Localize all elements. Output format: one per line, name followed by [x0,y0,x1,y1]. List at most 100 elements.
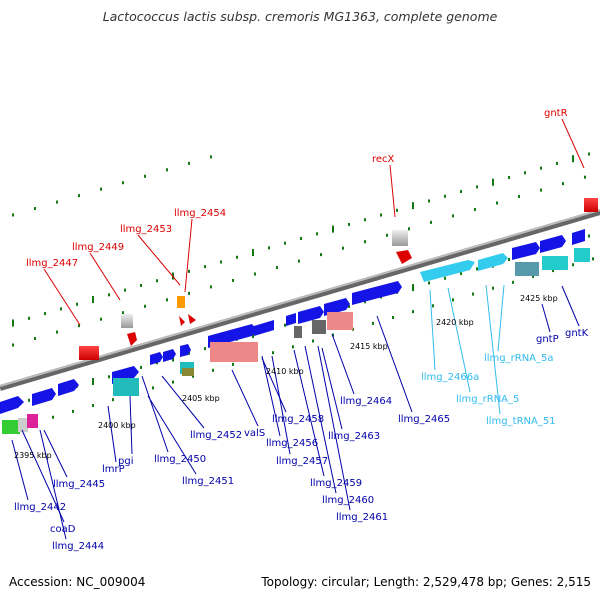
gene-box [312,320,326,334]
tick-mark [386,233,388,237]
gene-arrow [324,298,350,316]
gene-arrow [150,352,163,365]
gene-box [327,312,353,330]
tick-mark [492,178,494,186]
tick-mark [320,253,322,257]
tick-mark [472,292,474,296]
gene-arrow [352,281,402,305]
tick-mark [292,345,294,349]
tick-mark [392,316,394,320]
kbp-label: 2410 kbp [266,367,304,376]
tick-mark [512,280,514,284]
tick-mark [212,368,214,372]
tick-mark [284,241,286,245]
tick-mark [210,155,212,159]
leader-line [21,429,65,523]
gene-label: gntR [544,108,568,119]
tick-mark [412,284,414,292]
gene-box [294,326,302,338]
kbp-label: 2415 kbp [350,342,388,351]
gene-label: llmg_2449 [72,242,124,253]
tick-mark [372,321,374,325]
leader-line [429,289,436,371]
tick-mark [28,398,30,402]
kbp-label: 2425 kbp [520,294,558,303]
gene-arrow [512,242,540,260]
tick-mark [588,234,590,238]
tick-mark [460,272,462,276]
gene-label: llmg_2460 [322,495,374,506]
tick-mark [298,259,300,263]
tick-mark [342,246,344,250]
tick-mark [92,404,94,408]
tick-mark [508,257,510,261]
tick-mark [592,257,594,261]
leader-line [561,118,585,169]
tick-mark [72,409,74,413]
gene-label: llmg_2444 [52,541,104,552]
tick-mark [204,347,206,351]
tick-mark [122,181,124,185]
tick-mark [524,171,526,175]
tick-mark [56,200,58,204]
leader-line [43,268,81,326]
gene-box [113,378,139,396]
tick-mark [444,276,446,280]
leader-line [376,315,413,413]
tick-mark [312,339,314,343]
gene-arrow [478,253,508,271]
gene-label: llmg_2445 [53,479,105,490]
tick-mark [140,365,142,369]
tick-mark [380,213,382,217]
leader-line [271,355,291,455]
genome-backbone-highlight [0,209,600,387]
leader-line [39,429,67,540]
tick-mark [460,190,462,194]
gene-label: gntP [536,334,559,345]
leader-line [231,369,259,427]
feature-box [79,346,99,360]
leader-line [541,303,551,333]
leader-line [147,395,197,475]
gene-label: llmg_2466a [421,372,479,383]
leader-line [561,285,580,327]
gene-label: llmg_2450 [154,454,206,465]
tick-mark [76,302,78,306]
kbp-label: 2395 kbp [14,451,52,460]
gene-label: llmg_2461 [336,512,388,523]
gene-box [574,248,590,262]
gene-arrow [180,344,191,357]
tick-mark [44,312,46,316]
tick-mark [188,269,190,273]
gene-box [542,256,568,270]
gene-label: llmg_2456 [266,438,318,449]
gene-label: recX [372,154,395,165]
leader-line [293,349,325,477]
gene-arrow [163,349,176,362]
gene-box [27,414,38,428]
leader-line [497,284,505,352]
tick-mark [540,188,542,192]
tick-mark [552,269,554,273]
tick-mark [192,374,194,378]
tick-mark [28,316,30,320]
tick-mark [428,199,430,203]
kbp-label: 2400 kbp [98,421,136,430]
tick-mark [532,274,534,278]
gene-arrow [0,396,24,414]
tick-mark [92,378,94,386]
tick-mark [476,185,478,189]
gene-arrow [540,235,566,253]
tick-mark [540,166,542,170]
gene-label: llmg_2459 [310,478,362,489]
tick-mark [166,298,168,302]
tick-mark [588,152,590,156]
feature-box [177,296,185,308]
highlighted-features [79,198,598,360]
gene-box [182,368,194,376]
gene-label: llmg_2465 [398,414,450,425]
leader-line [137,234,181,286]
leader-line [447,287,471,393]
tick-mark [124,288,126,292]
